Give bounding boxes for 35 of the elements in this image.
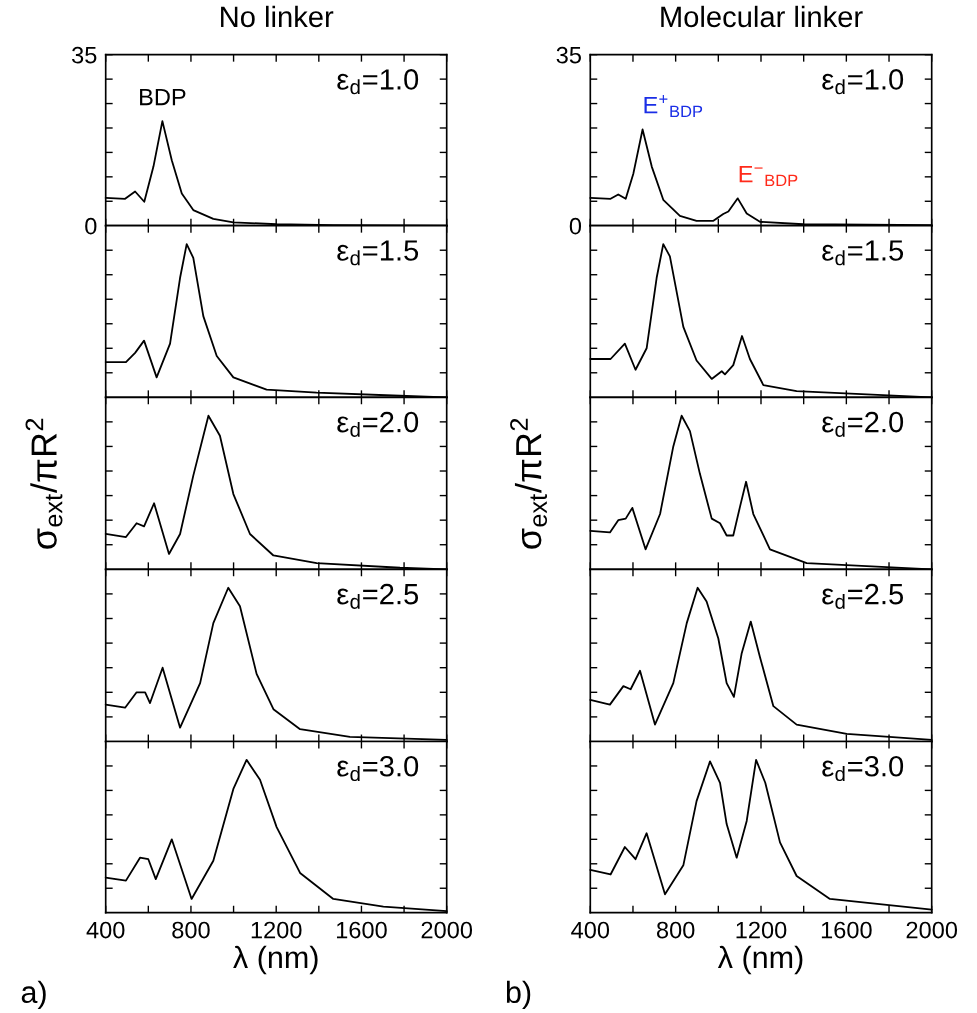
x-tick-label: 1200 — [736, 921, 787, 939]
x-tick-label: 800 — [656, 921, 695, 939]
annotation: ε$_{d}$=3.0 — [822, 755, 904, 782]
x-tick-label: 2000 — [906, 921, 958, 939]
chart-title: No linker — [221, 5, 334, 28]
annotation: ε$_{d}$=2.5 — [337, 583, 419, 609]
x-tick-label: 800 — [172, 921, 210, 939]
x-tick-label: 1600 — [336, 921, 387, 939]
annotation: ε$_{d}$=2.5 — [822, 583, 904, 609]
x-tick-label: 2000 — [421, 921, 473, 939]
text: a) — [21, 980, 46, 1010]
annotation: ε$_{d}$=3.0 — [337, 755, 419, 782]
y-axis-title: σ$_{ext}$/πR$^{2}$ — [25, 418, 63, 549]
x-axis-title: λ (nm) — [233, 945, 318, 975]
text: b) — [506, 980, 531, 1010]
y-axis-title: σ$_{ext}$/πR$^{2}$ — [510, 418, 548, 549]
annotation: ε$_{d}$=2.0 — [822, 411, 904, 437]
annotation: ε$_{d}$=1.5 — [337, 240, 419, 266]
x-tick-label: 1600 — [821, 921, 872, 939]
x-tick-label: 1200 — [251, 921, 302, 939]
y-tick-label: 0 — [85, 217, 97, 235]
annotation: ε$_{d}$=1.0 — [337, 69, 419, 95]
annotation: ε$_{d}$=2.0 — [337, 411, 419, 437]
x-tick-label: 400 — [571, 921, 610, 939]
y-tick-label: 0 — [569, 217, 582, 235]
annotation: E$^{+}$$_{BDP}$ — [644, 95, 703, 118]
y-tick-label: 35 — [556, 46, 581, 64]
annotation: ε$_{d}$=1.0 — [822, 69, 904, 95]
annotation: BDP — [140, 88, 186, 106]
y-tick-label: 35 — [72, 46, 97, 64]
annotation: ε$_{d}$=1.5 — [822, 240, 904, 266]
chart-title: Molecular linker — [661, 5, 863, 28]
annotation: E$^{−}$$_{BDP}$ — [739, 166, 798, 187]
x-tick-label: 400 — [86, 921, 125, 939]
x-axis-title: λ (nm) — [717, 945, 803, 975]
